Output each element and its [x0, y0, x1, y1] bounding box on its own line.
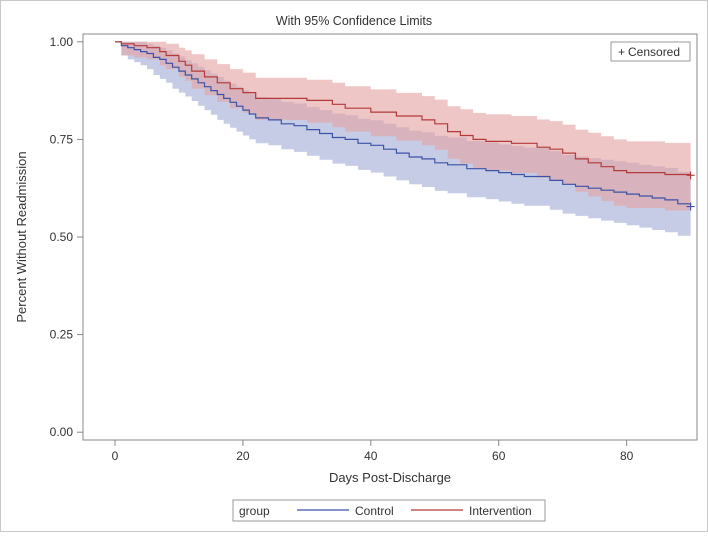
censored-legend-symbol: + — [618, 45, 625, 59]
survival-lines — [115, 41, 692, 207]
y-tick-label: 0.00 — [50, 425, 74, 439]
group-legend-box — [232, 499, 546, 522]
censored-legend: + Censored — [610, 41, 691, 62]
chart-title: With 95% Confidence Limits — [276, 14, 432, 28]
censor-markers — [686, 171, 695, 211]
confidence-band-intervention — [115, 41, 691, 212]
legend-label-intervention: Intervention — [469, 504, 532, 518]
y-tick-label: 0.25 — [50, 328, 74, 342]
y-tick-label: 0.75 — [50, 132, 74, 146]
x-axis: 0 20 40 60 80 — [112, 440, 634, 463]
legend-label-control: Control — [355, 504, 394, 518]
y-tick-label: 1.00 — [50, 35, 74, 49]
group-legend: group Control Intervention — [232, 499, 546, 522]
x-tick-label: 0 — [112, 449, 119, 463]
y-axis-label: Percent Without Readmission — [14, 151, 29, 322]
group-legend-title: group — [239, 504, 270, 518]
x-tick-label: 40 — [364, 449, 378, 463]
y-tick-label: 0.50 — [50, 230, 74, 244]
plot-area — [82, 33, 698, 441]
censor-mark-control — [686, 202, 695, 211]
x-tick-label: 20 — [236, 449, 250, 463]
survival-line-intervention — [115, 41, 692, 176]
x-axis-label: Days Post-Discharge — [329, 470, 451, 485]
censored-legend-box — [610, 41, 691, 62]
censor-mark-intervention — [686, 171, 695, 180]
censored-legend-label: Censored — [628, 45, 680, 59]
y-axis: 0.00 0.25 0.50 0.75 1.00 — [50, 35, 83, 439]
confidence-bands — [115, 41, 691, 239]
x-tick-label: 80 — [620, 449, 634, 463]
survival-line-control — [115, 41, 692, 207]
x-tick-label: 60 — [492, 449, 506, 463]
